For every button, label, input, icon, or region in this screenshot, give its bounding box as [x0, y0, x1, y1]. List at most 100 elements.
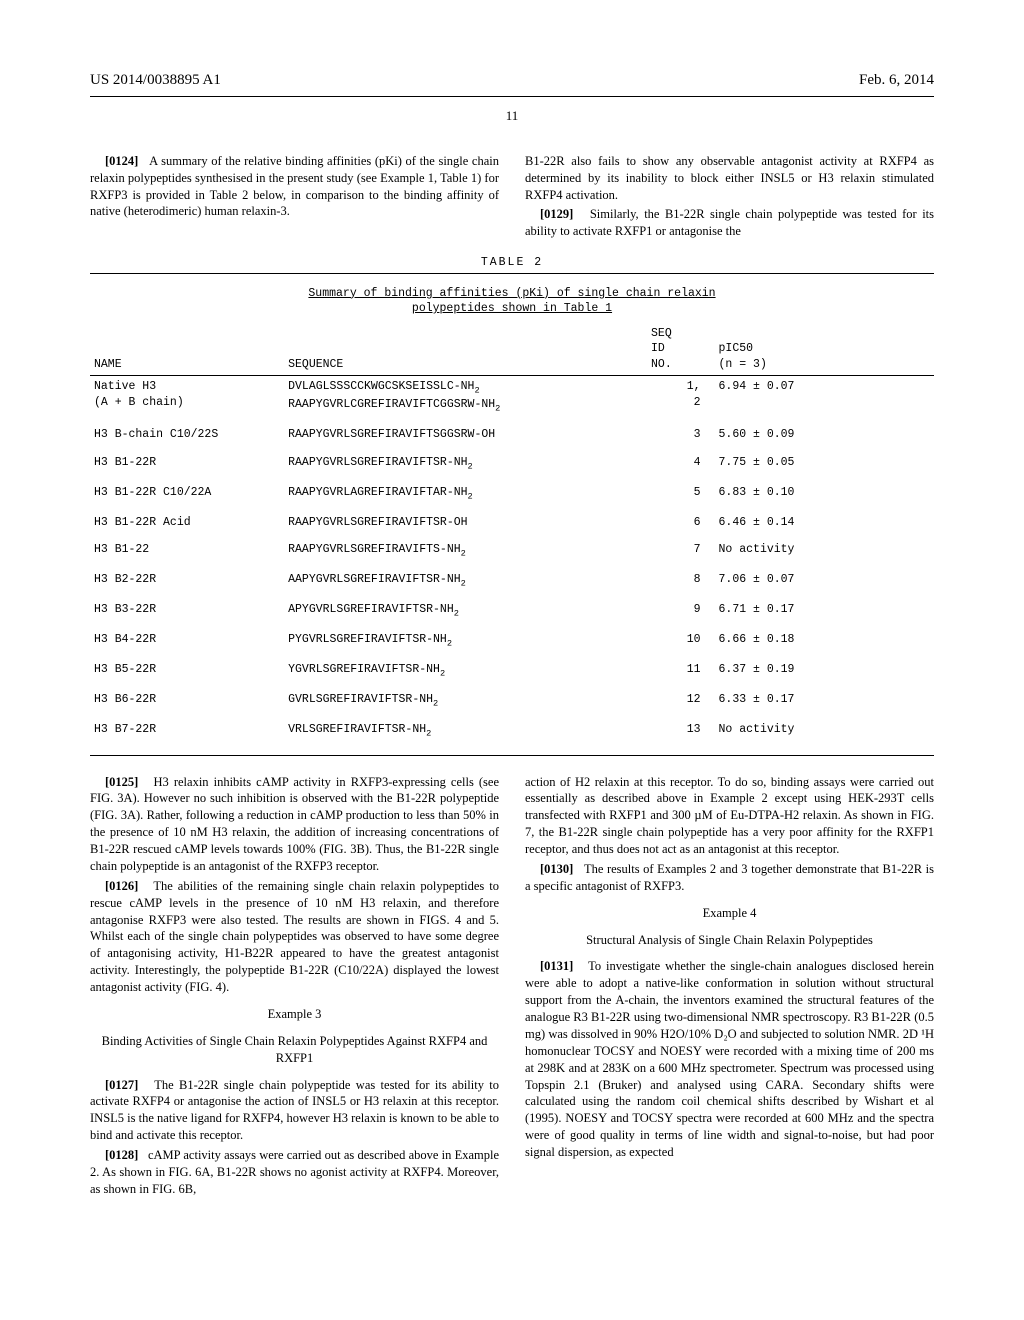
para-text: The abilities of the remaining single ch… [90, 879, 499, 994]
cell-pic50: 6.46 ± 0.14 [715, 512, 934, 534]
cell-sequence: RAAPYGVRLSGREFIRAVIFTSR-NH2 [284, 452, 647, 476]
table-row: H3 B6-22RGVRLSGREFIRAVIFTSR-NH2126.33 ± … [90, 689, 934, 713]
para-text: cAMP activity assays were carried out as… [90, 1148, 499, 1196]
cell-pic50: No activity [715, 539, 934, 563]
table-row: H3 B7-22RVRLSGREFIRAVIFTSR-NH213No activ… [90, 719, 934, 743]
para-num: [0130] [540, 862, 573, 876]
col-pic50: pIC50 (n = 3) [715, 323, 934, 376]
cell-name: H3 B1-22R Acid [90, 512, 284, 534]
cell-name: H3 B7-22R [90, 719, 284, 743]
cell-sequence: RAAPYGVRLAGREFIRAVIFTAR-NH2 [284, 482, 647, 506]
cell-sequence: RAAPYGVRLSGREFIRAVIFTS-NH2 [284, 539, 647, 563]
cell-seqid: 4 [647, 452, 715, 476]
cell-sequence: VRLSGREFIRAVIFTSR-NH2 [284, 719, 647, 743]
cell-seqid: 1, 2 [647, 376, 715, 418]
pub-date: Feb. 6, 2014 [859, 70, 934, 90]
table-row: H3 B1-22RAAPYGVRLSGREFIRAVIFTS-NH27No ac… [90, 539, 934, 563]
table-row: H3 B1-22R C10/22ARAAPYGVRLAGREFIRAVIFTAR… [90, 482, 934, 506]
cell-pic50: 6.94 ± 0.07 [715, 376, 934, 418]
cell-pic50: 7.06 ± 0.07 [715, 569, 934, 593]
para-num: [0124] [105, 154, 138, 168]
para-text: Similarly, the B1-22R single chain polyp… [525, 207, 934, 238]
cell-seqid: 3 [647, 424, 715, 446]
table-row: H3 B4-22RPYGVRLSGREFIRAVIFTSR-NH2106.66 … [90, 629, 934, 653]
cell-pic50: No activity [715, 719, 934, 743]
table-row: H3 B1-22R AcidRAAPYGVRLSGREFIRAVIFTSR-OH… [90, 512, 934, 534]
upper-col-right: B1-22R also fails to show any observable… [525, 153, 934, 243]
cell-sequence: GVRLSGREFIRAVIFTSR-NH2 [284, 689, 647, 713]
col-name: NAME [90, 323, 284, 376]
cell-name: H3 B-chain C10/22S [90, 424, 284, 446]
table-label: TABLE 2 [90, 255, 934, 271]
doc-number: US 2014/0038895 A1 [90, 70, 221, 90]
para-text: A summary of the relative binding affini… [90, 154, 499, 219]
para-num: [0129] [540, 207, 573, 221]
cell-name: H3 B3-22R [90, 599, 284, 623]
table-body: Summary of binding affinities (pKi) of s… [90, 273, 934, 756]
col-sequence: SEQUENCE [284, 323, 647, 376]
cell-pic50: 6.66 ± 0.18 [715, 629, 934, 653]
cell-pic50: 7.75 ± 0.05 [715, 452, 934, 476]
cell-seqid: 12 [647, 689, 715, 713]
table-header-row: NAME SEQUENCE SEQ ID NO. pIC50 (n = 3) [90, 323, 934, 376]
table-row: H3 B-chain C10/22SRAAPYGVRLSGREFIRAVIFTS… [90, 424, 934, 446]
cell-name: H3 B4-22R [90, 629, 284, 653]
upper-col-left: [0124] A summary of the relative binding… [90, 153, 499, 243]
cell-name: H3 B1-22 [90, 539, 284, 563]
para-num: [0131] [540, 959, 573, 973]
cell-seqid: 6 [647, 512, 715, 534]
page-header: US 2014/0038895 A1 Feb. 6, 2014 [90, 70, 934, 90]
para-text: action of H2 relaxin at this receptor. T… [525, 774, 934, 858]
cell-pic50: 6.37 ± 0.19 [715, 659, 934, 683]
cell-seqid: 7 [647, 539, 715, 563]
cell-sequence: RAAPYGVRLSGREFIRAVIFTSGGSRW-OH [284, 424, 647, 446]
cell-pic50: 6.71 ± 0.17 [715, 599, 934, 623]
para-num: [0128] [105, 1148, 138, 1162]
cell-sequence: AAPYGVRLSGREFIRAVIFTSR-NH2 [284, 569, 647, 593]
cell-sequence: RAAPYGVRLSGREFIRAVIFTSR-OH [284, 512, 647, 534]
cell-name: H3 B1-22R [90, 452, 284, 476]
cell-sequence: PYGVRLSGREFIRAVIFTSR-NH2 [284, 629, 647, 653]
cell-sequence: APYGVRLSGREFIRAVIFTSR-NH2 [284, 599, 647, 623]
example-3-title: Example 3 [90, 1006, 499, 1023]
cell-name: H3 B2-22R [90, 569, 284, 593]
table-row: H3 B1-22RRAAPYGVRLSGREFIRAVIFTSR-NH247.7… [90, 452, 934, 476]
example-4-title: Example 4 [525, 905, 934, 922]
para-text: The results of Examples 2 and 3 together… [525, 862, 934, 893]
cell-seqid: 10 [647, 629, 715, 653]
table-subtitle-2: polypeptides shown in Table 1 [412, 302, 612, 315]
table-row: H3 B5-22RYGVRLSGREFIRAVIFTSR-NH2116.37 ±… [90, 659, 934, 683]
cell-name: H3 B6-22R [90, 689, 284, 713]
para-num: [0125] [105, 775, 138, 789]
table-row: Native H3 (A + B chain)DVLAGLSSSCCKWGCSK… [90, 376, 934, 418]
lower-col-left: [0125] H3 relaxin inhibits cAMP activity… [90, 774, 499, 1201]
para-num: [0126] [105, 879, 138, 893]
table-subtitle-1: Summary of binding affinities (pKi) of s… [308, 287, 715, 300]
cell-seqid: 9 [647, 599, 715, 623]
cell-pic50: 6.33 ± 0.17 [715, 689, 934, 713]
header-rule [90, 96, 934, 97]
cell-seqid: 11 [647, 659, 715, 683]
upper-columns: [0124] A summary of the relative binding… [90, 153, 934, 243]
page-number: 11 [90, 107, 934, 125]
cell-seqid: 13 [647, 719, 715, 743]
para-text: The B1-22R single chain polypeptide was … [90, 1078, 499, 1143]
cell-name: H3 B5-22R [90, 659, 284, 683]
lower-columns: [0125] H3 relaxin inhibits cAMP activity… [90, 774, 934, 1201]
example-4-subtitle: Structural Analysis of Single Chain Rela… [525, 932, 934, 949]
cell-sequence: DVLAGLSSSCCKWGCSKSEISSLC-NH2RAAPYGVRLCGR… [284, 376, 647, 418]
cell-sequence: YGVRLSGREFIRAVIFTSR-NH2 [284, 659, 647, 683]
cell-seqid: 8 [647, 569, 715, 593]
para-num: [0127] [105, 1078, 138, 1092]
table-row: H3 B3-22RAPYGVRLSGREFIRAVIFTSR-NH296.71 … [90, 599, 934, 623]
lower-col-right: action of H2 relaxin at this receptor. T… [525, 774, 934, 1201]
cell-name: Native H3 (A + B chain) [90, 376, 284, 418]
table-row: H3 B2-22RAAPYGVRLSGREFIRAVIFTSR-NH287.06… [90, 569, 934, 593]
cell-pic50: 5.60 ± 0.09 [715, 424, 934, 446]
example-3-subtitle: Binding Activities of Single Chain Relax… [90, 1033, 499, 1067]
para-text: B1-22R also fails to show any observable… [525, 153, 934, 204]
cell-pic50: 6.83 ± 0.10 [715, 482, 934, 506]
cell-seqid: 5 [647, 482, 715, 506]
cell-name: H3 B1-22R C10/22A [90, 482, 284, 506]
para-text: H3 relaxin inhibits cAMP activity in RXF… [90, 775, 499, 873]
